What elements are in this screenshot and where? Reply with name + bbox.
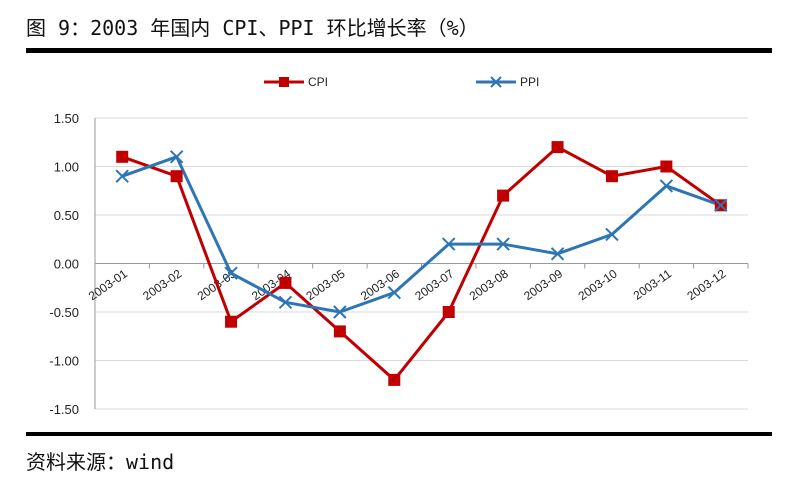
legend: CPI PPI [264, 75, 539, 89]
data-point-cpi [605, 170, 618, 183]
source-note: 资料来源：wind [26, 450, 175, 474]
data-point-cpi [333, 325, 346, 338]
x-tick-labels: 2003-01 2003-02 2003-03 2003-04 2003-05 2003-… [86, 266, 729, 303]
data-point-ppi [659, 179, 674, 193]
axes [94, 118, 749, 409]
page-title: 图 9：2003 年国内 CPI、PPI 环比增长率（%） [26, 16, 479, 40]
x-tick-label: 2003-09 [521, 266, 565, 303]
data-point-cpi [660, 160, 673, 173]
legend-item-ppi: PPI [476, 75, 539, 89]
series-line-ppi [121, 155, 722, 314]
x-tick-label: 2003-05 [303, 266, 347, 303]
data-point-ppi [333, 305, 347, 319]
data-point-ppi [442, 237, 456, 251]
data-point-cpi [497, 189, 510, 202]
series-line-cpi [121, 145, 722, 382]
data-point-ppi [115, 169, 129, 183]
legend-label: PPI [520, 75, 539, 89]
data-point-ppi [605, 227, 619, 242]
data-point-ppi [169, 150, 184, 164]
data-point-ppi [278, 295, 293, 310]
x-tick-label: 2003-02 [140, 266, 184, 303]
data-point-ppi [714, 198, 728, 213]
data-point-ppi [550, 247, 565, 261]
x-tick-label: 2003-12 [684, 266, 728, 303]
data-point-cpi [388, 373, 401, 386]
y-tick-label: -1.00 [49, 354, 79, 369]
y-tick-labels: 1.50 1.00 0.50 0.00 -0.50 -1.00 -1.50 [49, 111, 79, 417]
bottom-divider [26, 432, 772, 436]
y-tick-label: 1.00 [54, 160, 79, 175]
y-tick-label: -1.50 [49, 402, 79, 417]
data-point-cpi [116, 150, 129, 163]
legend-item-cpi: CPI [264, 75, 328, 89]
data-point-cpi [225, 315, 238, 328]
y-tick-label: 1.50 [54, 111, 79, 126]
x-tick-label: 2003-01 [86, 266, 130, 303]
data-point-cpi [279, 276, 292, 289]
data-point-ppi [496, 237, 510, 251]
series-lines [121, 145, 722, 382]
x-tick-label: 2003-10 [576, 266, 620, 303]
data-point-ppi [387, 285, 401, 300]
y-tick-label: -0.50 [49, 305, 79, 320]
top-divider [26, 48, 772, 53]
x-tick-label: 2003-08 [467, 266, 511, 303]
y-tick-label: 0.00 [54, 257, 79, 272]
data-point-cpi [170, 170, 183, 183]
y-tick-label: 0.50 [54, 208, 79, 223]
data-point-cpi [551, 141, 564, 154]
series-markers [115, 141, 728, 386]
data-point-ppi [224, 266, 238, 280]
data-point-cpi [442, 306, 455, 318]
x-tick-label: 2003-11 [631, 266, 675, 302]
legend-label: CPI [308, 75, 328, 89]
